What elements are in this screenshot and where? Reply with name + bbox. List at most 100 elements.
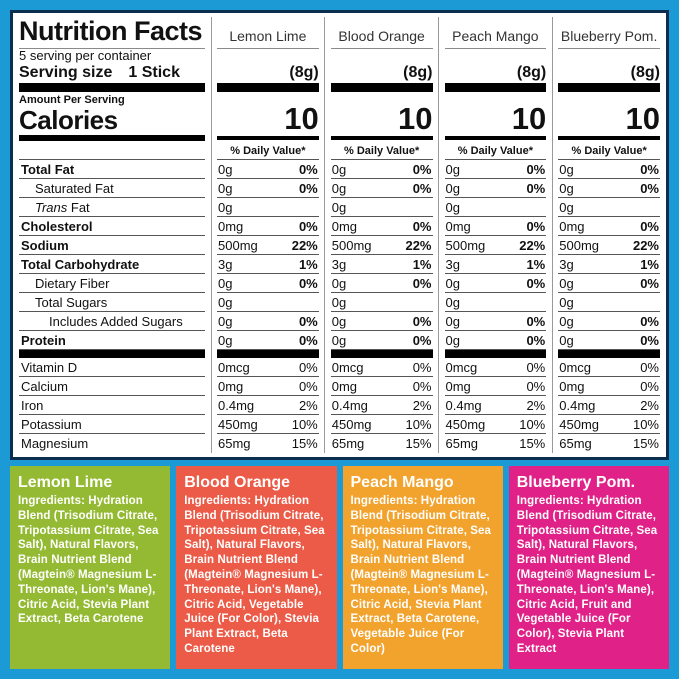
nutrient-value-cell: 450mg 10% <box>558 415 660 434</box>
column-divider <box>318 274 331 293</box>
nutrient-amount: 65mg <box>445 436 479 451</box>
daily-value-header: % Daily Value* <box>344 144 420 157</box>
nutrient-value-cell: 0mg 0% <box>217 217 319 236</box>
nutrient-label: Includes Added Sugars <box>19 312 205 331</box>
nutrient-daily-value: 0% <box>640 161 659 177</box>
column-divider <box>432 160 445 179</box>
nutrient-value-cell: 0g <box>558 198 660 217</box>
thick-bar <box>558 83 660 92</box>
nutrient-daily-value: 0% <box>412 313 432 329</box>
column-divider <box>546 312 559 331</box>
column-divider <box>432 331 445 350</box>
nutrient-daily-value: 0% <box>640 378 659 394</box>
column-divider <box>205 293 217 312</box>
column-divider <box>432 377 445 396</box>
nutrient-amount: 0g <box>218 180 233 196</box>
nutrient-daily-value: 10% <box>405 416 432 432</box>
nutrient-daily-value: 10% <box>519 416 546 432</box>
nutrition-facts-title: Nutrition Facts <box>19 16 203 46</box>
nutrient-amount: 0mcg <box>559 359 592 375</box>
nutrient-value-cell: 0g 0% <box>558 274 660 293</box>
nutrient-daily-value: 1% <box>298 256 318 272</box>
nutrient-value-cell: 450mg 10% <box>217 415 319 434</box>
column-divider <box>205 179 217 198</box>
nutrient-label: Total Fat <box>19 160 205 179</box>
nutrient-amount: 65mg <box>331 436 365 451</box>
column-divider <box>205 358 217 377</box>
nutrient-value-cell: 0g <box>330 198 433 217</box>
nutrient-amount: 0g <box>331 161 347 177</box>
nutrient-value-cell: 0g 0% <box>444 179 547 198</box>
nutrient-value-cell: 0mg 0% <box>558 377 660 396</box>
nutrient-amount: 0g <box>331 313 347 329</box>
ingredients-flavor-title: Blood Orange <box>184 474 291 491</box>
nutrient-amount: 0g <box>559 180 574 196</box>
nutrient-amount: 0mg <box>559 378 585 394</box>
nutrient-value-cell: 65mg 15% <box>558 434 660 453</box>
nutrient-label: Total Carbohydrate <box>19 255 205 274</box>
nutrient-value-cell: 0g 0% <box>330 331 433 350</box>
nutrient-value-cell: 0mg 0% <box>444 217 547 236</box>
nutrient-daily-value: 0% <box>412 378 432 394</box>
nutrient-daily-value: 10% <box>291 416 318 432</box>
nutrition-facts-panel: Nutrition Facts 5 serving per container … <box>10 10 669 460</box>
nutrient-daily-value: 1% <box>526 256 546 272</box>
nutrient-row: Trans Fat 0g 0g 0g 0g <box>19 198 660 217</box>
nutrient-value-cell: 0g 0% <box>330 312 433 331</box>
nutrient-label: Protein <box>19 331 205 350</box>
daily-value-header: % Daily Value* <box>457 144 533 157</box>
nutrient-amount: 0g <box>559 313 574 329</box>
nutrient-amount: 0mg <box>559 218 585 234</box>
column-divider <box>432 396 445 415</box>
column-divider <box>318 160 331 179</box>
nutrient-amount: 0g <box>331 275 347 291</box>
nutrient-daily-value: 22% <box>519 237 546 253</box>
nutrient-daily-value: 2% <box>640 397 659 413</box>
nutrient-daily-value: 0% <box>412 275 432 291</box>
nutrient-value-cell: 0.4mg 2% <box>558 396 660 415</box>
nutrient-daily-value: 22% <box>405 237 432 253</box>
column-divider <box>205 217 217 236</box>
nutrient-amount: 0g <box>218 332 233 348</box>
column-divider <box>318 17 331 160</box>
nutrient-amount: 0g <box>559 199 574 215</box>
ingredients-box: Blood Orange Ingredients: Hydration Blend… <box>176 466 337 669</box>
flavor-column-header: Peach Mango (8g) 10 % Daily Value* <box>444 17 547 160</box>
nutrient-amount: 450mg <box>218 416 258 432</box>
nutrient-value-cell: 0g 0% <box>444 274 547 293</box>
nutrient-amount: 0g <box>559 161 574 177</box>
nutrient-amount: 450mg <box>445 416 486 432</box>
nutrient-label: Vitamin D <box>19 358 205 377</box>
nutrient-value-cell: 0g 0% <box>217 274 319 293</box>
nutrient-amount: 0g <box>218 199 233 215</box>
column-divider <box>546 377 559 396</box>
column-divider <box>318 236 331 255</box>
nutrient-daily-value: 0% <box>412 359 432 375</box>
nutrient-value-cell: 0g 0% <box>558 160 660 179</box>
nutrient-amount: 0.4mg <box>559 397 596 413</box>
column-divider <box>318 350 331 358</box>
nutrient-daily-value: 15% <box>291 436 318 451</box>
column-divider <box>546 179 559 198</box>
nutrient-amount: 0g <box>445 180 460 196</box>
nutrient-amount: 0g <box>331 180 347 196</box>
column-divider <box>318 293 331 312</box>
nutrient-daily-value: 22% <box>291 237 318 253</box>
column-divider <box>205 396 217 415</box>
column-divider <box>432 198 445 217</box>
daily-value-header: % Daily Value* <box>230 144 306 157</box>
nutrient-label: Potassium <box>19 415 205 434</box>
nutrient-amount: 3g <box>331 256 347 272</box>
ingredients-text: Ingredients: Hydration Blend (Trisodium … <box>184 495 325 655</box>
column-divider <box>546 415 559 434</box>
column-divider <box>205 274 217 293</box>
nutrient-value-cell: 0g <box>444 198 547 217</box>
nutrient-amount: 0mg <box>445 378 471 394</box>
nutrient-daily-value: 2% <box>298 397 318 413</box>
nutrient-value-cell: 0g 0% <box>217 160 319 179</box>
nutrient-value-cell: 0mg 0% <box>444 377 547 396</box>
nutrient-value-cell: 0mcg 0% <box>444 358 547 377</box>
ingredients-box: Peach Mango Ingredients: Hydration Blend … <box>342 466 503 669</box>
nutrient-row: Protein 0g 0% 0g 0% 0g 0% 0g 0% <box>19 331 660 350</box>
nutrient-daily-value: 0% <box>640 275 659 291</box>
